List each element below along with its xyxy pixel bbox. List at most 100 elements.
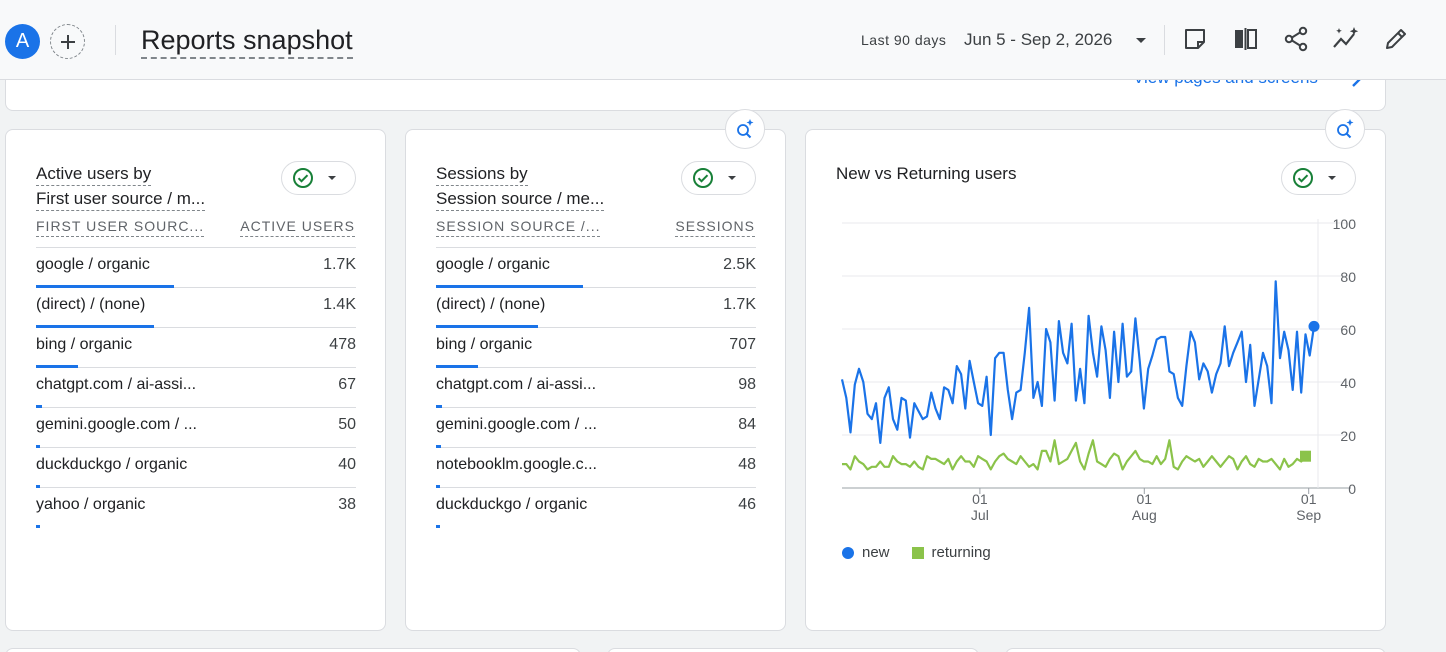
row-value: 1.7K [723,296,756,313]
customize-report-button[interactable] [1382,25,1410,53]
table-row[interactable]: google / organic 2.5K [436,248,756,288]
row-divider [36,487,356,488]
card-title-line2[interactable]: Session source / me... [436,188,605,211]
row-label: gemini.google.com / ... [36,416,197,433]
date-range-label: Last 90 days [861,32,947,48]
row-label: chatgpt.com / ai-assi... [36,376,197,393]
check-circle-icon [693,168,713,188]
row-share-bar [436,445,441,448]
table-row[interactable]: google / organic 1.7K [36,248,356,288]
row-share-bar [36,485,40,488]
y-tick-label: 60 [1340,322,1356,338]
table-row[interactable]: notebooklm.google.c... 48 [436,448,756,488]
avatar-letter: A [15,30,30,52]
caret-down-icon [728,176,736,180]
row-share-bar [36,405,42,408]
row-value: 1.7K [323,256,356,273]
search-sparkle-icon [737,119,754,139]
share-icon [1284,26,1308,52]
series-endpoint-returning [1299,450,1311,462]
row-divider [436,487,756,488]
share-button[interactable] [1282,25,1310,53]
add-comparison-button[interactable] [50,24,85,59]
row-label: duckduckgo / organic [436,496,588,513]
bottom-card [607,648,979,652]
table-row[interactable]: duckduckgo / organic 40 [36,448,356,488]
dimension-column-header[interactable]: FIRST USER SOURC... [36,218,205,237]
caret-down-icon [1328,176,1336,180]
row-divider [36,287,356,288]
x-tick-label: Aug [1132,507,1157,523]
legend-returning-marker [911,546,924,559]
row-label: (direct) / (none) [36,296,146,313]
chart-status-dropdown[interactable] [1281,161,1356,195]
insights-button[interactable] [1332,25,1360,53]
table-row[interactable]: (direct) / (none) 1.7K [436,288,756,328]
row-label: chatgpt.com / ai-assi... [436,376,597,393]
new-vs-returning-card: New vs Returning users 0 20 40 60 80 100 01 Jul… [805,129,1386,631]
compare-button[interactable] [1232,25,1260,53]
date-range-picker[interactable]: Jun 5 - Sep 2, 2026 [964,30,1113,49]
chart-legend: new returning [842,544,991,561]
row-divider [36,407,356,408]
sessions-card-insights-button[interactable] [725,109,765,149]
table-row[interactable]: bing / organic 707 [436,328,756,368]
compare-icon [1235,28,1257,50]
row-value: 67 [338,376,356,393]
table-row[interactable]: chatgpt.com / ai-assi... 67 [36,368,356,408]
table-row[interactable]: duckduckgo / organic 46 [436,488,756,528]
row-value: 2.5K [723,256,756,273]
row-label: bing / organic [36,336,133,353]
account-avatar[interactable]: A [5,24,40,59]
table-row[interactable]: chatgpt.com / ai-assi... 98 [436,368,756,408]
table-row[interactable]: (direct) / (none) 1.4K [36,288,356,328]
legend-new-label: new [862,544,890,561]
caret-down-icon[interactable] [1133,32,1149,48]
table-row[interactable]: yahoo / organic 38 [36,488,356,528]
row-value: 1.4K [323,296,356,313]
check-circle-icon [1293,168,1313,188]
card-title[interactable]: Sessions by Session source / me... [436,161,605,211]
x-tick-label: 01 [972,491,988,507]
row-value: 40 [338,456,356,473]
card-title-line1[interactable]: Active users by [36,163,152,186]
plus-icon [60,34,75,49]
sessions-by-source-card: Sessions by Session source / me... SESSION… [405,129,786,631]
card-title-line2[interactable]: First user source / m... [36,188,206,211]
row-value: 48 [738,456,756,473]
card-title-line1[interactable]: Sessions by [436,163,528,186]
legend-returning-label: returning [931,544,991,561]
row-label: gemini.google.com / ... [436,416,597,433]
legend-new-marker [842,546,854,559]
card-status-dropdown[interactable] [681,161,756,195]
row-share-bar [436,285,583,288]
card-title[interactable]: Active users by First user source / m... [36,161,206,211]
row-label: google / organic [436,256,550,273]
row-divider [36,367,356,368]
row-divider [436,287,756,288]
card-status-dropdown[interactable] [281,161,356,195]
row-label: duckduckgo / organic [36,456,188,473]
table-row[interactable]: gemini.google.com / ... 84 [436,408,756,448]
row-value: 98 [738,376,756,393]
check-circle-icon [293,168,313,188]
x-tick-label: Sep [1296,507,1321,523]
series-line-new [840,280,1316,444]
metric-column-header[interactable]: ACTIVE USERS [240,218,355,237]
search-sparkle-icon [1337,119,1354,139]
y-tick-label: 40 [1340,375,1356,391]
row-share-bar [36,525,40,528]
row-value: 46 [738,496,756,513]
chart-card-insights-button[interactable] [1325,109,1365,149]
top-bar: A Reports snapshot Last 90 days Jun 5 - … [0,0,1446,80]
y-tick-label: 100 [1333,216,1357,232]
table-row[interactable]: gemini.google.com / ... 50 [36,408,356,448]
dimension-column-header[interactable]: SESSION SOURCE /... [436,218,601,237]
bottom-card [1005,648,1386,652]
x-tick-label: 01 [1301,491,1317,507]
metric-column-header[interactable]: SESSIONS [675,218,755,237]
annotation-button[interactable] [1181,25,1209,53]
table-row[interactable]: bing / organic 478 [36,328,356,368]
row-label: (direct) / (none) [436,296,546,313]
row-share-bar [436,365,478,368]
